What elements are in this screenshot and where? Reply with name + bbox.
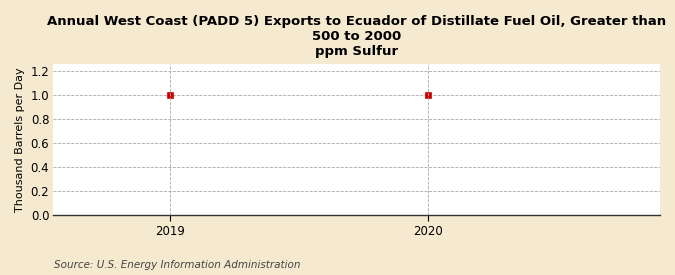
- Title: Annual West Coast (PADD 5) Exports to Ecuador of Distillate Fuel Oil, Greater th: Annual West Coast (PADD 5) Exports to Ec…: [47, 15, 666, 58]
- Y-axis label: Thousand Barrels per Day: Thousand Barrels per Day: [15, 67, 25, 212]
- Text: Source: U.S. Energy Information Administration: Source: U.S. Energy Information Administ…: [54, 260, 300, 270]
